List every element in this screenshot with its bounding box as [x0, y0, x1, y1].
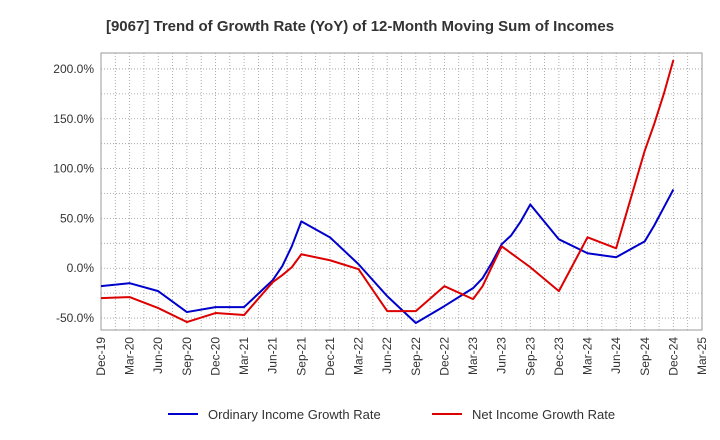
x-tick-label: Jun-24 — [609, 337, 623, 374]
x-tick-label: Jun-20 — [151, 337, 165, 374]
x-tick-label: Sep-24 — [638, 337, 652, 376]
y-axis-ticks: 200.0% 150.0% 100.0% 50.0% 0.0% -50.0% — [53, 62, 94, 325]
x-tick-label: Mar-20 — [123, 337, 137, 375]
chart-title: [9067] Trend of Growth Rate (YoY) of 12-… — [106, 18, 614, 35]
x-tick-label: Sep-23 — [523, 337, 537, 376]
x-tick-label: Mar-23 — [466, 337, 480, 375]
ordinary-income-line — [100, 189, 675, 325]
x-tick-label: Mar-22 — [352, 337, 366, 375]
x-tick-label: Mar-24 — [581, 337, 595, 375]
x-tick-label: Jun-21 — [266, 337, 280, 374]
series-lines — [100, 59, 675, 325]
x-tick-label: Dec-22 — [437, 337, 451, 376]
x-tick-label: Mar-21 — [237, 337, 251, 375]
x-tick-label: Jun-22 — [380, 337, 394, 374]
y-tick-label: 100.0% — [53, 162, 94, 176]
x-tick-label: Mar-25 — [695, 337, 709, 375]
y-tick-label: 200.0% — [53, 62, 94, 76]
x-tick-label: Dec-20 — [208, 337, 222, 376]
y-tick-label: 150.0% — [53, 112, 94, 126]
x-tick-label: Sep-21 — [294, 337, 308, 376]
legend: Ordinary Income Growth Rate Net Income Gr… — [168, 407, 615, 422]
legend-label: Ordinary Income Growth Rate — [208, 407, 381, 422]
x-tick-label: Dec-23 — [552, 337, 566, 376]
y-tick-label: 0.0% — [67, 261, 95, 275]
x-tick-label: Sep-20 — [180, 337, 194, 376]
x-tick-label: Dec-24 — [666, 337, 680, 376]
x-tick-label: Jun-23 — [495, 337, 509, 374]
grid-lines — [101, 53, 702, 330]
x-tick-label: Dec-21 — [323, 337, 337, 376]
y-tick-label: -50.0% — [56, 311, 94, 325]
net-income-line — [100, 59, 675, 324]
x-tick-label: Sep-22 — [409, 337, 423, 376]
legend-label: Net Income Growth Rate — [472, 407, 615, 422]
y-tick-label: 50.0% — [60, 211, 94, 225]
x-axis-ticks: Dec-19 Mar-20 Jun-20 Sep-20 Dec-20 Mar-21 Jun-… — [94, 337, 709, 376]
x-tick-label: Dec-19 — [94, 337, 108, 376]
